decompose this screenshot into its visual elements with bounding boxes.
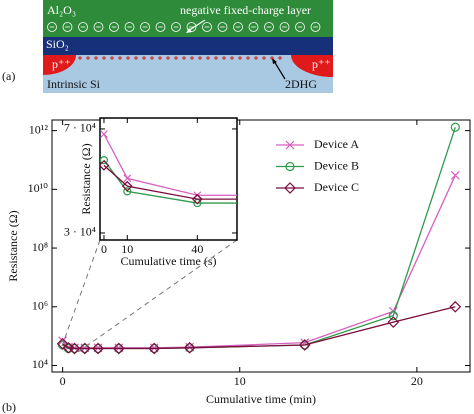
marker (449, 300, 462, 313)
series-line (103, 133, 237, 196)
y-tick-label: 10⁶ (32, 299, 48, 313)
arrow (273, 60, 286, 80)
marker (241, 192, 248, 199)
marker (121, 180, 133, 192)
charge-symbol (279, 22, 290, 32)
charge-symbol (47, 22, 57, 32)
x-tick-label: 10 (121, 242, 133, 256)
charge-symbol (264, 22, 274, 32)
contact-label: p⁺⁺ (52, 57, 71, 71)
layer-label: negative fixed-charge layer (180, 3, 311, 17)
charge-symbol (310, 22, 321, 32)
arrow (187, 19, 206, 32)
marker (68, 342, 81, 355)
contact-label: p⁺⁺ (312, 57, 331, 71)
inset-frame (99, 117, 238, 241)
marker (387, 316, 400, 328)
charge-symbol (202, 22, 212, 32)
marker (148, 342, 161, 355)
marker (298, 339, 311, 351)
marker (240, 195, 249, 204)
p-contact-left (43, 55, 76, 75)
panel-label: (b) (2, 400, 16, 414)
layer-label: SiO₂ (46, 37, 69, 51)
marker (100, 156, 109, 165)
y-tick-label: 7 · 10⁴ (64, 121, 96, 135)
legend-label: Device B (314, 158, 359, 172)
charge-symbol (93, 22, 104, 32)
y-tick-label: 10⁸ (32, 240, 48, 254)
arrow-head (272, 58, 277, 64)
zoom-guide (61, 239, 101, 347)
channel-label: 2DHG (285, 77, 317, 91)
charge-symbol (155, 22, 166, 32)
marker (285, 140, 295, 150)
inset-chart: 0 10 40 3 · 10⁴ 7 · 10⁴ Cumulative time (s) Re… (64, 118, 249, 268)
charge-symbol (109, 22, 119, 32)
marker (100, 159, 110, 171)
y-tick-label: 10¹² (29, 122, 49, 136)
panel-label: (a) (2, 69, 15, 83)
layer-label: Intrinsic Si (47, 77, 101, 91)
marker (191, 193, 203, 205)
marker (92, 342, 104, 355)
charge-symbol (248, 22, 259, 32)
marker (388, 311, 398, 321)
y-axis-label: Resistance (Ω) (6, 210, 20, 281)
layer-label: Al₂O₃ (47, 3, 76, 17)
legend-label: Device A (314, 137, 359, 151)
charge-symbol (171, 22, 181, 32)
legend-label: Device C (314, 180, 359, 194)
x-tick-label: 20 (411, 374, 423, 388)
marker (285, 161, 295, 172)
x-tick-label: 40 (191, 242, 203, 256)
marker (183, 341, 196, 354)
x-axis-label: Cumulative time (s) (121, 254, 217, 268)
x-axis-label: Cumulative time (min) (206, 392, 316, 406)
marker (123, 174, 132, 183)
main-chart: 0 10 20 10⁴ 10⁶ 10⁸ 10¹⁰ 10¹² Cumulative time (m… (6, 120, 470, 406)
y-tick-label: 3 · 10⁴ (64, 225, 96, 239)
x-tick-label: 0 (101, 242, 107, 256)
schematic: Al₂O₃ negative fixed-charge layer SiO₂ p… (43, 0, 333, 93)
series-line (103, 164, 237, 200)
sio2-layer (43, 37, 333, 55)
zoom-guide (77, 239, 238, 353)
charge-symbol (217, 22, 228, 32)
marker (100, 130, 108, 139)
y-axis-label: Resistance (Ω) (79, 143, 93, 214)
marker (56, 337, 69, 350)
p-contact-right (291, 55, 333, 77)
charge-symbol (186, 22, 197, 32)
marker (284, 182, 296, 194)
marker (241, 200, 248, 207)
si-substrate (43, 55, 333, 93)
charge-symbol (233, 22, 243, 32)
marker (123, 187, 132, 196)
plot-area (100, 130, 249, 208)
x-tick-label: 0 (60, 374, 66, 388)
legend: Device A Device B Device C (276, 137, 359, 194)
charge-symbol (78, 22, 88, 32)
charge-symbol (140, 22, 150, 32)
x-tick-label: 10 (234, 374, 246, 388)
charge-symbol (295, 22, 305, 32)
charge-symbol (62, 22, 73, 32)
plot-frame (51, 119, 471, 373)
marker (450, 170, 460, 180)
plot-area (56, 122, 462, 355)
y-tick-label: 10⁴ (32, 357, 48, 371)
y-tick-label: 10¹⁰ (28, 181, 49, 195)
marker (78, 342, 91, 355)
charge-symbol (124, 22, 135, 32)
marker (450, 122, 460, 132)
marker (112, 342, 125, 355)
